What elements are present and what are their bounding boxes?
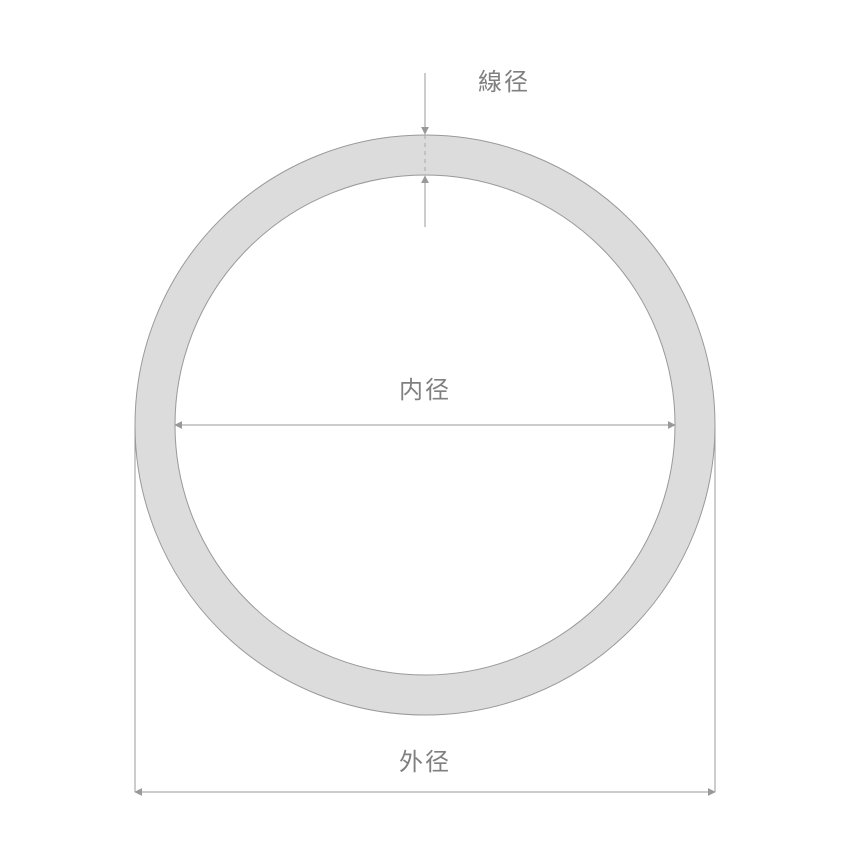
- inner-diameter-dimension: 内径: [175, 377, 675, 425]
- wire-diameter-label: 線径: [478, 69, 530, 96]
- ring-dimension-diagram: 線径 内径 外径: [0, 0, 850, 850]
- outer-diameter-dimension: 外径: [135, 749, 715, 792]
- outer-diameter-label: 外径: [399, 749, 451, 776]
- inner-diameter-label: 内径: [399, 377, 451, 404]
